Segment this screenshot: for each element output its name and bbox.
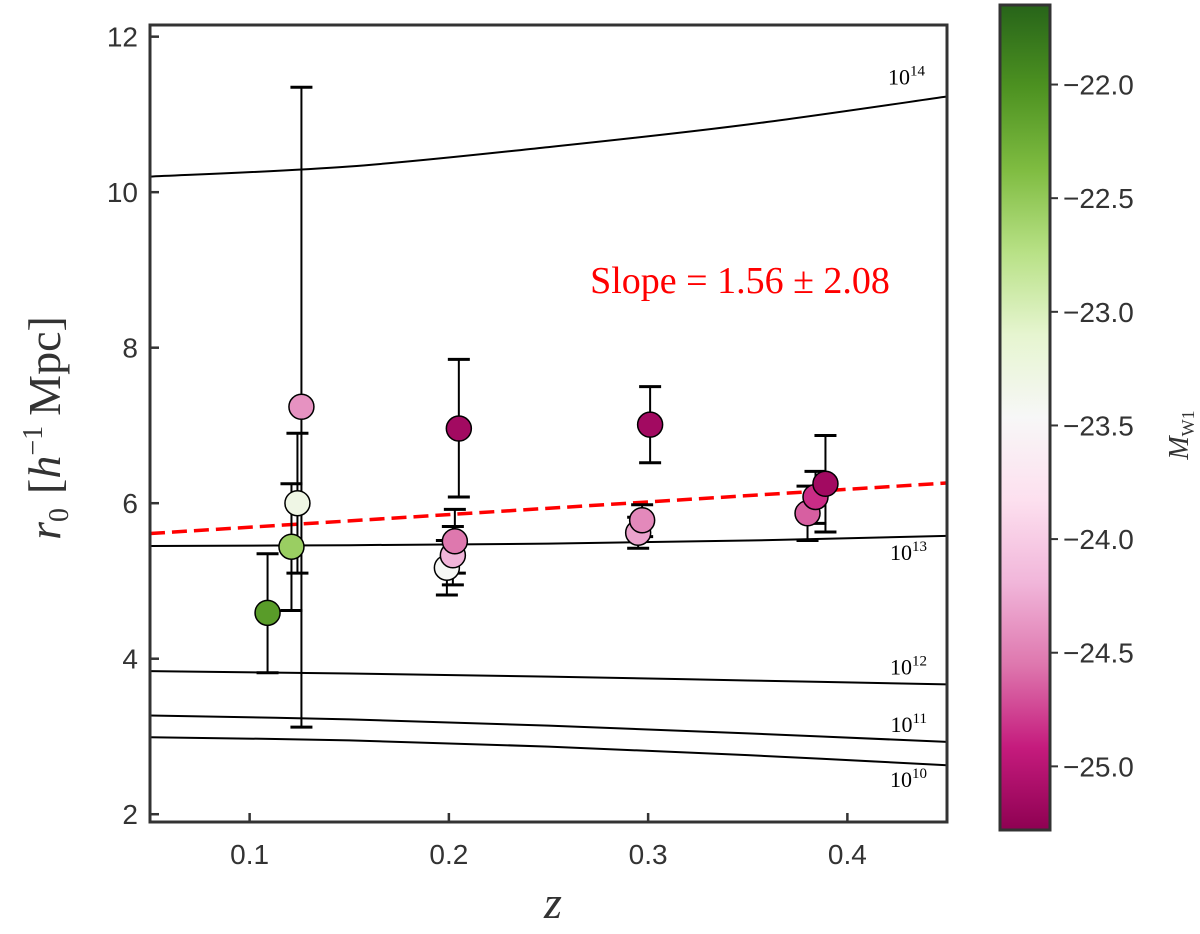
halo-mass-line-11	[150, 714, 947, 743]
halo-mass-label-base: 10	[888, 65, 910, 90]
halo-mass-label-base: 10	[891, 712, 913, 737]
y-tick-label: 10	[107, 177, 138, 208]
data-point-13	[812, 470, 839, 498]
halo-mass-line-12	[150, 670, 947, 686]
slope-annotation: Slope = 1.56 ± 2.08	[590, 260, 890, 302]
colorbar-tick-label: −22.0	[1063, 70, 1134, 101]
y-tick-label: 2	[122, 799, 138, 830]
y-tick-label: 4	[122, 644, 138, 675]
halo-mass-label-exponent: 11	[913, 711, 927, 727]
x-tick-label: 0.2	[429, 839, 468, 870]
y-label-h: h	[19, 456, 70, 479]
data-point-7	[445, 415, 473, 442]
colorbar-label: MW1	[1164, 410, 1198, 460]
colorbar-tick-label: −23.5	[1063, 410, 1134, 441]
halo-mass-label-14: 1014	[888, 64, 926, 90]
y-axis-label: r0 [h−1 Mpc]	[18, 316, 75, 540]
halo-mass-label-exponent: 13	[912, 539, 927, 555]
halo-mass-label-13: 1013	[890, 539, 927, 565]
colorbar-label-symbol: M	[1164, 435, 1195, 461]
y-label-bracket-open: [	[19, 479, 70, 494]
y-label-symbol: r	[19, 521, 70, 540]
halo-mass-line-14	[150, 95, 947, 178]
y-tick-label: 6	[122, 488, 138, 519]
y-label-bracket-close: ]	[19, 316, 70, 331]
x-tick-label: 0.1	[230, 839, 269, 870]
data-point-3	[288, 393, 315, 421]
halo-mass-label-base: 10	[890, 540, 912, 565]
x-tick-label: 0.4	[828, 839, 867, 870]
y-tick-label: 8	[122, 333, 138, 364]
y-tick-label: 12	[107, 22, 138, 53]
halo-mass-lines	[150, 95, 947, 767]
halo-mass-label-10: 1010	[890, 766, 927, 792]
x-axis-ticks: 0.1 0.2 0.3 0.4	[230, 813, 867, 870]
colorbar-tick-label: −23.0	[1063, 297, 1134, 328]
colorbar-tick-label: −25.0	[1063, 751, 1134, 782]
y-label-subscript: 0	[44, 508, 75, 522]
halo-mass-label-exponent: 12	[912, 653, 927, 669]
data-point-10	[636, 411, 664, 438]
y-axis-ticks: 2 4 6 8 10 12	[107, 22, 159, 830]
data-point-0	[254, 599, 281, 627]
y-label-exponent: −1	[18, 426, 49, 456]
colorbar	[998, 3, 1052, 832]
halo-mass-line-10	[150, 736, 947, 767]
plot-frame	[148, 23, 949, 824]
x-axis-label: z	[543, 877, 562, 928]
halo-mass-label-exponent: 14	[910, 64, 926, 80]
colorbar-ticks: −22.0 −22.5 −23.0 −23.5 −24.0 −24.5 −25.0	[1050, 70, 1134, 782]
y-label-unit: Mpc	[19, 331, 70, 415]
data-point-1	[278, 533, 305, 560]
data-point-2	[284, 489, 311, 517]
halo-mass-label-base: 10	[890, 654, 912, 679]
halo-mass-label-exponent: 10	[912, 766, 927, 782]
colorbar-tick-label: −22.5	[1063, 183, 1134, 214]
halo-mass-label-12: 1012	[890, 653, 927, 679]
data-points	[254, 393, 839, 627]
halo-mass-line-13	[150, 534, 947, 547]
colorbar-tick-label: −24.0	[1063, 524, 1134, 555]
x-tick-label: 0.3	[629, 839, 668, 870]
errorbars	[256, 85, 837, 729]
data-point-9	[628, 507, 656, 534]
colorbar-label-subscript: W1	[1178, 410, 1198, 436]
data-point-6	[441, 528, 469, 555]
halo-mass-label-11: 1011	[891, 711, 927, 737]
colorbar-tick-label: −24.5	[1063, 638, 1134, 669]
halo-mass-label-base: 10	[890, 767, 912, 792]
